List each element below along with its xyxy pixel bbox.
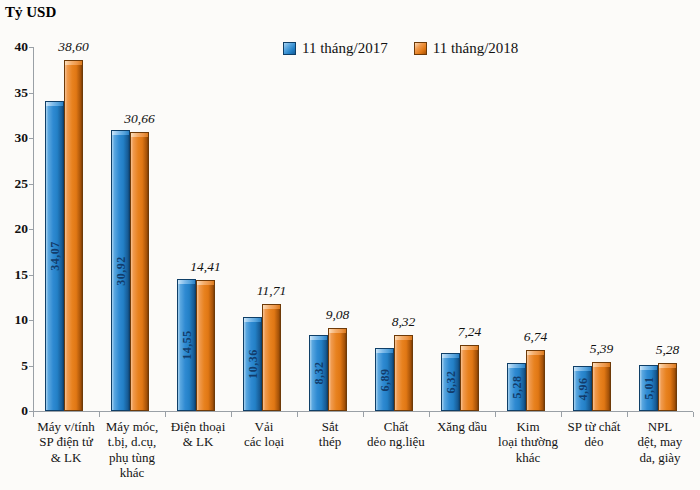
bar-top-highlight	[442, 354, 459, 358]
bar-value-label-2017: 34,07	[47, 241, 62, 271]
y-tick	[29, 320, 33, 321]
bar-value-label-2018: 14,41	[171, 259, 241, 275]
bar-2018	[526, 350, 545, 411]
y-tick-label: 35	[1, 85, 28, 101]
bar-value-label-2017: 8,32	[311, 362, 326, 385]
y-tick-label: 30	[1, 130, 28, 146]
y-tick-label: 5	[1, 358, 28, 374]
y-tick-label: 40	[1, 39, 28, 55]
y-tick-label: 25	[1, 176, 28, 192]
bar-value-label-2017: 6,89	[377, 368, 392, 391]
bar-2018	[394, 335, 413, 411]
x-tick	[297, 412, 298, 417]
y-tick-label: 0	[1, 403, 28, 419]
x-tick	[33, 412, 34, 417]
bar-value-label-2018: 6,74	[501, 329, 571, 345]
bar-top-highlight	[461, 346, 478, 350]
bar-value-label-2017: 30,92	[113, 256, 128, 286]
bar-2018	[262, 304, 281, 411]
category-label: Chất dẻo ng.liệu	[363, 419, 429, 450]
category-label: Vải các loại	[231, 419, 297, 450]
legend: 11 tháng/2017 11 tháng/2018	[283, 39, 518, 57]
bar-value-label-2017: 6,32	[443, 371, 458, 394]
bar-top-highlight	[46, 102, 63, 106]
legend-item-2018: 11 tháng/2018	[414, 39, 519, 57]
y-tick	[29, 93, 33, 94]
bar-2018	[460, 345, 479, 411]
bar-value-label-2017: 5,28	[509, 376, 524, 399]
category-label: Kim loại thường khác	[495, 419, 561, 465]
x-tick	[693, 412, 694, 417]
bar-top-highlight	[131, 133, 148, 137]
y-tick	[29, 366, 33, 367]
bar-top-highlight	[508, 364, 525, 368]
bar-top-highlight	[65, 61, 82, 65]
bar-top-highlight	[640, 366, 657, 370]
x-tick	[231, 412, 232, 417]
legend-label: 11 tháng/2017	[302, 40, 388, 57]
bar-value-label-2018: 7,24	[435, 324, 505, 340]
y-tick	[29, 275, 33, 276]
y-tick	[29, 138, 33, 139]
bar-top-highlight	[376, 349, 393, 353]
legend-label: 11 tháng/2018	[433, 40, 519, 57]
bar-top-highlight	[310, 336, 327, 340]
bar-top-highlight	[574, 367, 591, 371]
bar-top-highlight	[395, 336, 412, 340]
bar-value-label-2017: 4,96	[575, 377, 590, 400]
bar-top-highlight	[527, 351, 544, 355]
bar-value-label-2018: 11,71	[237, 283, 307, 299]
y-axis-unit-label: Tỷ USD	[5, 4, 56, 21]
bar-top-highlight	[244, 318, 261, 322]
x-tick	[165, 412, 166, 417]
legend-item-2017: 11 tháng/2017	[283, 39, 388, 57]
category-label: SP từ chất dẻo	[561, 419, 627, 450]
bar-value-label-2018: 38,60	[39, 39, 109, 55]
bar-2018	[64, 60, 83, 411]
category-label: Xăng dầu	[429, 419, 495, 434]
y-axis-line	[33, 47, 34, 412]
category-label: NPL dệt, may da, giày	[627, 419, 693, 465]
bar-value-label-2018: 9,08	[303, 307, 373, 323]
legend-swatch-icon	[414, 42, 427, 55]
bar-top-highlight	[329, 329, 346, 333]
category-label: Máy v/tính SP điện tử & LK	[33, 419, 99, 465]
legend-swatch-icon	[283, 42, 296, 55]
x-tick	[627, 412, 628, 417]
y-tick-label: 15	[1, 267, 28, 283]
bar-value-label-2018: 8,32	[369, 314, 439, 330]
y-tick-label: 10	[1, 312, 28, 328]
bar-top-highlight	[197, 281, 214, 285]
bar-top-highlight	[659, 364, 676, 368]
bar-top-highlight	[112, 131, 129, 135]
bar-value-label-2017: 10,36	[245, 349, 260, 379]
bar-chart: Tỷ USD 11 tháng/2017 11 tháng/2018 0 5 10 15…	[0, 0, 700, 490]
y-tick	[29, 47, 33, 48]
bar-top-highlight	[263, 305, 280, 309]
bar-2018	[592, 362, 611, 411]
x-tick	[495, 412, 496, 417]
x-tick	[99, 412, 100, 417]
y-tick-label: 20	[1, 221, 28, 237]
bar-top-highlight	[593, 363, 610, 367]
bar-value-label-2018: 5,28	[633, 342, 700, 358]
y-tick	[29, 229, 33, 230]
category-label: Điện thoại & LK	[165, 419, 231, 450]
bar-2018	[328, 328, 347, 411]
bar-value-label-2017: 14,55	[179, 330, 194, 360]
bar-value-label-2018: 5,39	[567, 341, 637, 357]
x-tick	[363, 412, 364, 417]
bar-value-label-2017: 5,01	[641, 377, 656, 400]
bar-2018	[196, 280, 215, 411]
bar-2018	[130, 132, 149, 411]
bar-value-label-2018: 30,66	[105, 111, 175, 127]
category-label: Sắt thép	[297, 419, 363, 450]
bar-top-highlight	[178, 280, 195, 284]
x-tick	[561, 412, 562, 417]
y-tick	[29, 184, 33, 185]
category-label: Máy móc, t.bị, d.cụ, phụ tùng khác	[99, 419, 165, 480]
bar-2018	[658, 363, 677, 411]
x-tick	[429, 412, 430, 417]
